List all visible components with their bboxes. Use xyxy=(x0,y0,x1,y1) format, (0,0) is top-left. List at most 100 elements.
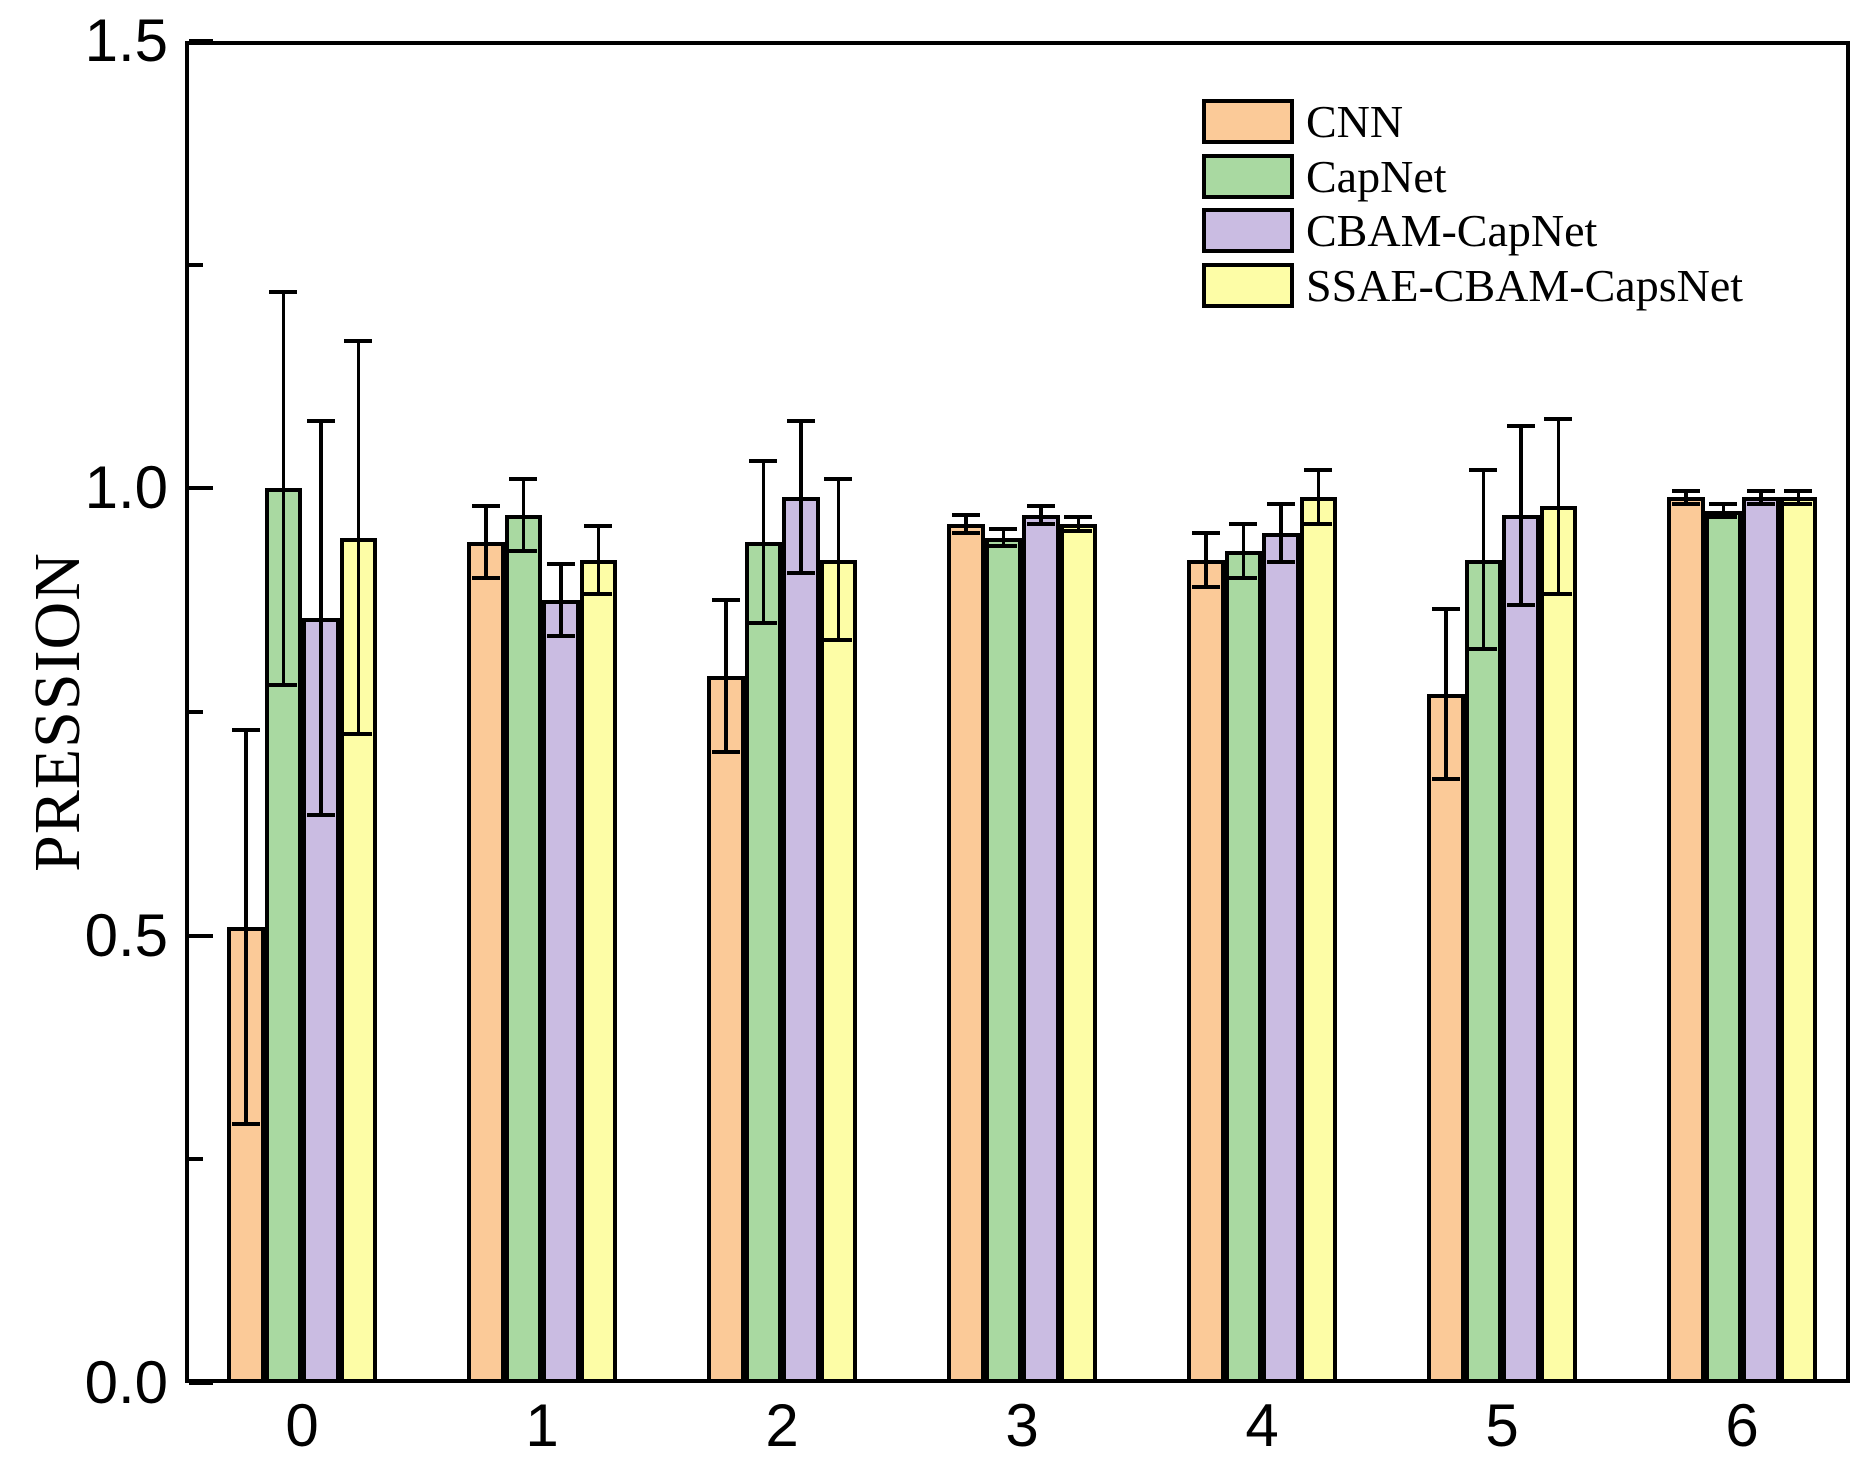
error-bar-cap-top xyxy=(1544,416,1573,421)
error-bar-cap-top xyxy=(1784,489,1813,494)
legend-label-ssae-cbam-capsnet: SSAE-CBAM-CapsNet xyxy=(1306,259,1744,311)
bar-cbam-capnet-cat3 xyxy=(1022,515,1060,1383)
bar-capnet-cat3 xyxy=(984,537,1022,1383)
error-bar-cap-bottom xyxy=(1266,559,1295,564)
error-bar-cap-bottom xyxy=(749,620,778,625)
bar-cbam-capnet-cat6 xyxy=(1742,497,1780,1383)
error-bar-cap-bottom xyxy=(1229,575,1258,580)
error-bar-cap-top xyxy=(989,526,1018,531)
error-bar-cap-top xyxy=(1229,522,1258,527)
error-bar-cap-top xyxy=(1506,423,1535,428)
error-bar-cap-top xyxy=(1709,502,1738,507)
legend-swatch-ssae-cbam-capsnet xyxy=(1202,262,1294,308)
error-bar-line xyxy=(596,525,600,594)
error-bar-cap-bottom xyxy=(1304,522,1333,527)
error-bar-cap-bottom xyxy=(509,548,538,553)
error-bar-line xyxy=(1279,504,1283,562)
error-bar-line xyxy=(799,421,803,574)
error-bar-line xyxy=(1204,533,1208,587)
error-bar-cap-top xyxy=(749,459,778,464)
y-major-tick xyxy=(189,933,213,938)
error-bar-line xyxy=(281,291,285,686)
error-bar-line xyxy=(319,421,323,815)
error-bar-line xyxy=(1241,524,1245,578)
bar-ssae-cbam-capsnet-cat6 xyxy=(1779,497,1817,1383)
error-bar-cap-top xyxy=(1064,514,1093,519)
error-bar-cap-bottom xyxy=(471,575,500,580)
error-bar-line xyxy=(1444,609,1448,780)
error-bar-cap-top xyxy=(1304,468,1333,473)
y-minor-tick xyxy=(189,710,203,714)
error-bar-cap-bottom xyxy=(1544,591,1573,596)
error-bar-cap-top xyxy=(711,598,740,603)
error-bar-cap-bottom xyxy=(1469,647,1498,652)
error-bar-cap-bottom xyxy=(989,544,1018,549)
y-tick-label: 0.5 xyxy=(84,901,168,969)
x-tick-label: 6 xyxy=(1725,1392,1759,1459)
error-bar-cap-top xyxy=(584,523,613,528)
bar-ssae-cbam-capsnet-cat5 xyxy=(1539,506,1577,1383)
error-bar-cap-bottom xyxy=(1709,514,1738,519)
error-bar-line xyxy=(244,729,248,1124)
y-tick-label: 0.0 xyxy=(84,1349,168,1416)
error-bar-cap-bottom xyxy=(1191,584,1220,589)
bar-capnet-cat6 xyxy=(1704,510,1742,1383)
error-bar-line xyxy=(521,479,525,551)
error-bar-cap-bottom xyxy=(824,638,853,643)
error-bar-line xyxy=(1316,470,1320,525)
error-bar-line xyxy=(1001,528,1005,547)
bar-cnn-cat6 xyxy=(1667,497,1705,1383)
bar-capnet-cat4 xyxy=(1224,550,1262,1383)
bar-cnn-cat4 xyxy=(1187,559,1225,1383)
error-bar-cap-top xyxy=(1266,502,1295,507)
error-bar-cap-bottom xyxy=(1026,522,1055,527)
error-bar-line xyxy=(964,515,968,534)
legend-swatch-cnn xyxy=(1202,99,1294,144)
bar-cbam-capnet-cat1 xyxy=(542,600,580,1383)
bar-cbam-capnet-cat4 xyxy=(1262,533,1300,1383)
error-bar-cap-bottom xyxy=(1671,501,1700,506)
error-bar-line xyxy=(1076,516,1080,532)
error-bar-cap-bottom xyxy=(1784,501,1813,506)
error-bar-cap-top xyxy=(1431,607,1460,612)
bar-capnet-cat5 xyxy=(1464,559,1502,1383)
y-minor-tick xyxy=(189,262,203,267)
error-bar-line xyxy=(761,461,765,623)
legend-label-cnn: CNN xyxy=(1306,96,1404,147)
error-bar-cap-bottom xyxy=(1431,777,1460,782)
error-bar-cap-bottom xyxy=(711,750,740,755)
error-bar-cap-top xyxy=(1469,468,1498,473)
error-bar-cap-bottom xyxy=(1506,602,1535,607)
error-bar-line xyxy=(836,479,840,641)
bar-ssae-cbam-capsnet-cat3 xyxy=(1059,524,1097,1383)
error-bar-line xyxy=(1556,418,1560,594)
error-bar-line xyxy=(356,340,360,735)
error-bar-cap-top xyxy=(1026,504,1055,509)
error-bar-cap-bottom xyxy=(269,683,298,688)
error-bar-line xyxy=(1759,491,1763,504)
y-axis-title: PRESSION xyxy=(21,552,94,872)
error-bar-line xyxy=(559,564,563,636)
y-minor-tick xyxy=(189,1157,203,1162)
legend-label-capnet: CapNet xyxy=(1306,150,1447,202)
error-bar-cap-bottom xyxy=(344,732,373,737)
error-bar-cap-top xyxy=(1191,531,1220,536)
error-bar-cap-top xyxy=(786,419,815,424)
bar-capnet-cat1 xyxy=(504,515,542,1383)
error-bar-cap-top xyxy=(951,513,980,518)
x-tick-label: 4 xyxy=(1245,1392,1279,1459)
error-bar-cap-top xyxy=(471,504,500,509)
error-bar-line xyxy=(1519,425,1523,605)
error-bar-cap-top xyxy=(1671,489,1700,494)
error-bar-cap-bottom xyxy=(546,633,575,638)
bar-ssae-cbam-capsnet-cat1 xyxy=(579,559,617,1383)
y-tick-label: 1.0 xyxy=(84,454,168,522)
y-major-tick xyxy=(189,486,213,491)
error-bar-cap-bottom xyxy=(1064,529,1093,534)
error-bar-cap-top xyxy=(269,289,298,294)
error-bar-line xyxy=(1721,504,1725,517)
error-bar-line xyxy=(1039,506,1043,525)
error-bar-cap-bottom xyxy=(786,571,815,576)
legend-swatch-cbam-capnet xyxy=(1202,208,1294,253)
